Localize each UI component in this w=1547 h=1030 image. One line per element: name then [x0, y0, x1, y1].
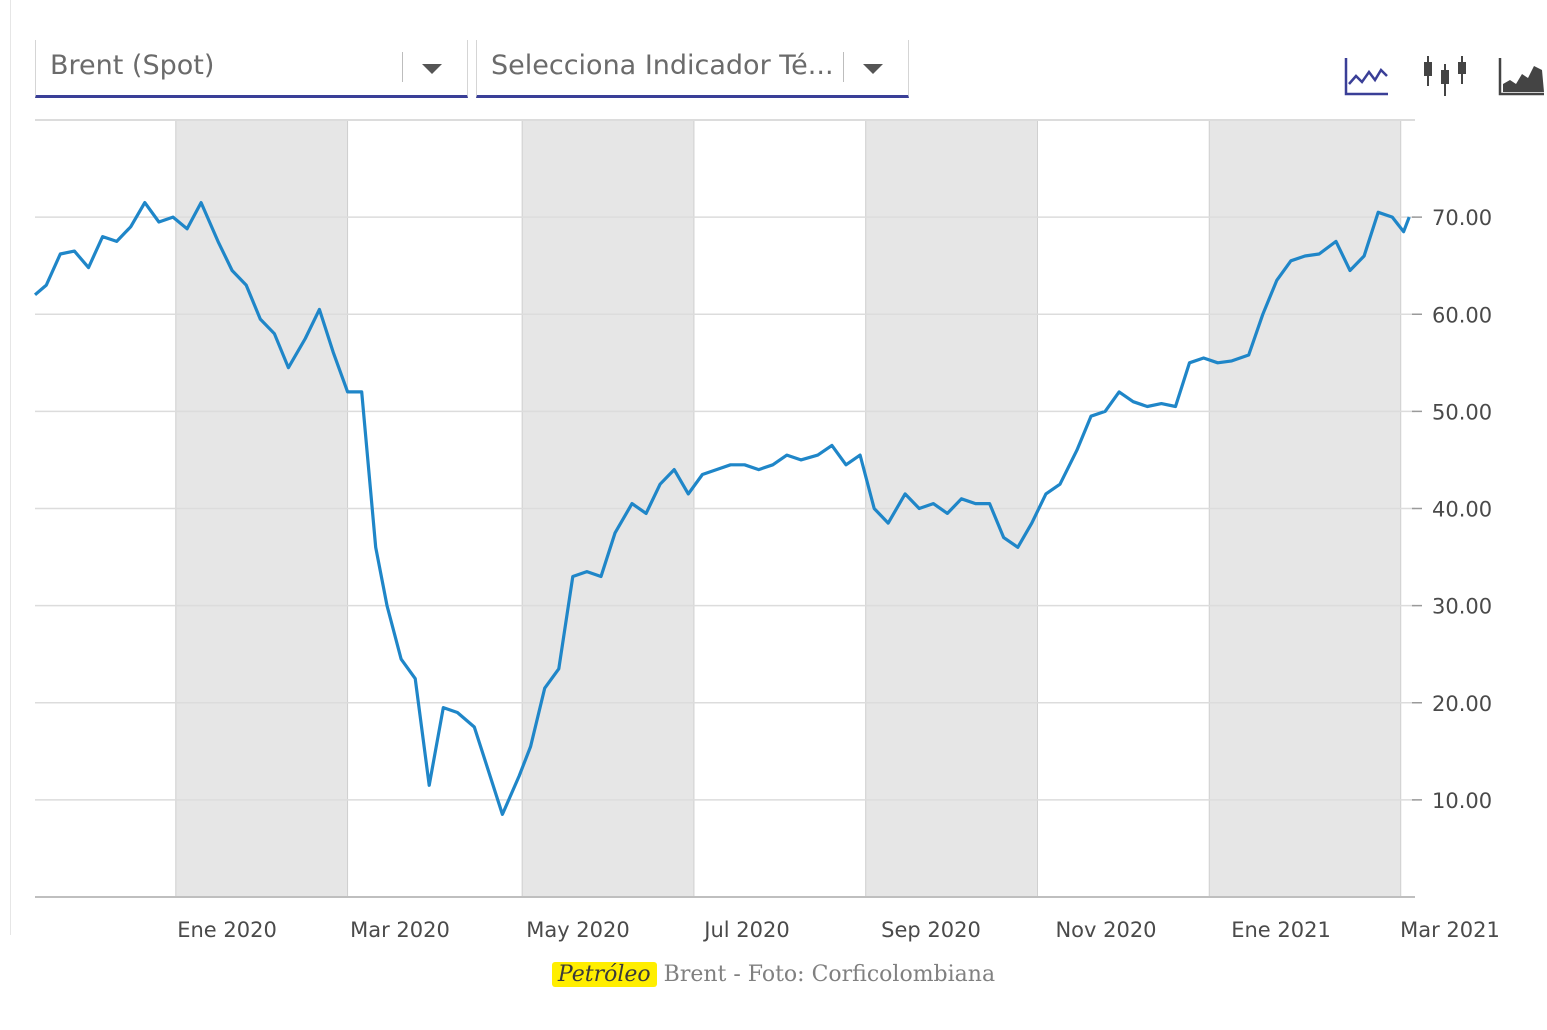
candlestick-chart-button[interactable]: [1420, 54, 1466, 98]
y-tick-label: 20.00: [1432, 692, 1492, 716]
grid-lines: [35, 216, 1415, 801]
caption-highlight: Petróleo: [551, 962, 657, 987]
x-tick-label: Ene 2021: [1231, 918, 1331, 942]
y-tick-label: 30.00: [1432, 595, 1492, 619]
candlestick-chart-icon: [1424, 56, 1466, 96]
x-tick-label: Ene 2020: [177, 918, 277, 942]
y-tick-label: 40.00: [1432, 498, 1492, 522]
series-line-brent: [33, 201, 1411, 816]
y-tick-label: 70.00: [1432, 206, 1492, 230]
caption-text: Brent - Foto: Corficolombiana: [656, 962, 996, 987]
y-tick-label: 50.00: [1432, 400, 1492, 424]
area-chart-icon: [1498, 58, 1544, 96]
y-axis-ticks: 10.00 20.00 30.00 40.00 50.00 60.00 70.00: [1412, 206, 1492, 813]
chart-frame-left-border: [10, 0, 11, 935]
x-tick-label: Sep 2020: [881, 918, 981, 942]
line-chart-icon: [1344, 58, 1388, 96]
chevron-down-icon[interactable]: [422, 64, 442, 74]
x-tick-label: Jul 2020: [702, 918, 789, 942]
price-chart: 10.00 20.00 30.00 40.00 50.00 60.00 70.00 Ene …: [33, 119, 1500, 942]
x-tick-label: Nov 2020: [1055, 918, 1156, 942]
y-tick-label: 60.00: [1432, 303, 1492, 327]
x-tick-label: May 2020: [526, 918, 630, 942]
chevron-down-icon[interactable]: [863, 64, 883, 74]
x-tick-label: Mar 2020: [350, 918, 450, 942]
photo-caption: Petróleo Brent - Foto: Corficolombiana: [0, 962, 1547, 987]
series-dropdown[interactable]: Brent (Spot): [35, 40, 468, 98]
indicator-dropdown-separator: [843, 52, 844, 82]
indicator-dropdown[interactable]: Selecciona Indicador Té...: [476, 40, 909, 98]
y-tick-label: 10.00: [1432, 789, 1492, 813]
line-chart-button[interactable]: [1344, 54, 1390, 98]
series-dropdown-value: Brent (Spot): [50, 50, 215, 81]
x-tick-label: Mar 2021: [1400, 918, 1500, 942]
indicator-dropdown-value: Selecciona Indicador Té...: [491, 50, 834, 81]
area-chart-button[interactable]: [1498, 54, 1544, 98]
series-dropdown-separator: [402, 52, 403, 82]
x-axis-ticks: Ene 2020 Mar 2020 May 2020 Jul 2020 Sep 2020…: [177, 918, 1500, 942]
